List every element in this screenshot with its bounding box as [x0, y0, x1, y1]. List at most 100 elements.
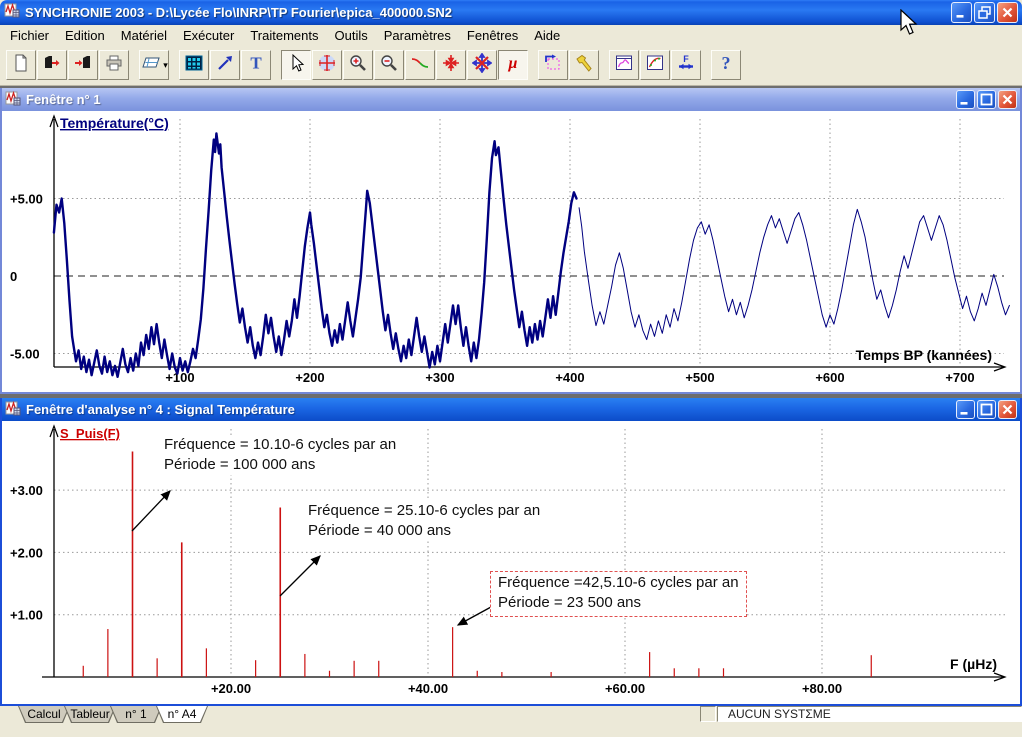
temperature-plot: +5.000-5.00+100+200+300+400+500+600+700T… — [2, 111, 1020, 392]
fourier-icon: F — [675, 53, 697, 78]
text-tool-button[interactable]: T — [241, 50, 271, 80]
y-axis-label: S_Puis(F) — [60, 426, 120, 441]
delete-marker-button[interactable] — [467, 50, 497, 80]
curve-fit-button[interactable] — [640, 50, 670, 80]
peak-annotation-10uHz[interactable]: Fréquence = 10.10-6 cycles par anPériode… — [164, 435, 396, 475]
svg-text:T: T — [250, 53, 262, 72]
status-text: AUCUN SYSTΣME — [728, 707, 831, 721]
pointer-tool-icon — [286, 53, 306, 78]
temperature-chart[interactable]: +5.000-5.00+100+200+300+400+500+600+700T… — [2, 111, 1020, 392]
data-table-icon — [184, 53, 204, 78]
help-icon: ? — [716, 53, 736, 78]
converge-arrows-button[interactable] — [436, 50, 466, 80]
menu-bar: FichierEditionMatérielExécuterTraitement… — [0, 25, 1022, 45]
tab-tableur[interactable]: Tableur — [64, 706, 116, 723]
print-button[interactable] — [99, 50, 129, 80]
window-analysis-title: Fenêtre d'analyse n° 4 : Signal Températ… — [26, 402, 951, 417]
sheet-tabs: CalculTableurn° 1n° A4 — [0, 706, 700, 723]
pointer-tool-button[interactable] — [281, 50, 311, 80]
toolbar: ▾ Tμ F? — [0, 45, 1022, 86]
svg-text:+200: +200 — [295, 370, 324, 385]
peak-annotation-42.5uHz[interactable]: Fréquence =42,5.10-6 cycles par anPériod… — [490, 571, 747, 617]
crosshair-tool-button[interactable] — [312, 50, 342, 80]
temperature-series-thin — [579, 208, 1009, 340]
restore-button[interactable] — [974, 2, 995, 23]
help-button[interactable]: ? — [711, 50, 741, 80]
hammer-button[interactable] — [569, 50, 599, 80]
mu-tool-button[interactable]: μ — [498, 50, 528, 80]
hammer-icon — [574, 53, 594, 78]
window-1-title: Fenêtre n° 1 — [26, 92, 951, 107]
mdi-workspace: Fenêtre n° 1 +5.000-5.00+100+200+300+400… — [0, 86, 1022, 706]
annotation-arrow — [132, 491, 170, 531]
print-icon — [104, 53, 124, 78]
spectrum-chart[interactable]: +1.00+2.00+3.00+20.00+40.00+60.00+80.00S… — [2, 421, 1020, 704]
new-document-button[interactable] — [6, 50, 36, 80]
selection-rect-icon — [543, 53, 563, 78]
minimize-button[interactable] — [956, 400, 975, 419]
close-button[interactable] — [998, 400, 1017, 419]
menu-item-parametres[interactable]: Paramètres — [376, 27, 459, 44]
window-1: Fenêtre n° 1 +5.000-5.00+100+200+300+400… — [0, 88, 1022, 394]
fourier-button[interactable]: F — [671, 50, 701, 80]
status-bar: CalculTableurn° 1n° A4 AUCUN SYSTΣME — [0, 706, 1022, 723]
chevron-down-icon[interactable]: ▾ — [163, 60, 168, 71]
tab-n-a4[interactable]: n° A4 — [156, 706, 208, 723]
graph-window-button[interactable] — [609, 50, 639, 80]
close-button[interactable] — [998, 90, 1017, 109]
annotation-frequency-line: Fréquence = 25.10-6 cycles par an — [308, 501, 540, 521]
svg-text:-5.00: -5.00 — [10, 347, 40, 362]
menu-item-executer[interactable]: Exécuter — [175, 27, 242, 44]
save-file-button[interactable] — [68, 50, 98, 80]
crosshair-tool-icon — [317, 53, 337, 78]
bottom-strip — [0, 723, 1022, 737]
open-file-button[interactable] — [37, 50, 67, 80]
annotation-period-line: Période = 100 000 ans — [164, 455, 396, 475]
peak-annotation-25uHz[interactable]: Fréquence = 25.10-6 cycles par anPériode… — [308, 501, 540, 541]
svg-text:+40.00: +40.00 — [408, 681, 448, 696]
tab-calcul[interactable]: Calcul — [18, 706, 70, 723]
smooth-curve-button[interactable] — [405, 50, 435, 80]
menu-item-fichier[interactable]: Fichier — [2, 27, 57, 44]
menu-item-edition[interactable]: Edition — [57, 27, 113, 44]
zoom-out-button[interactable] — [374, 50, 404, 80]
converge-arrows-icon — [441, 53, 461, 78]
svg-text:+3.00: +3.00 — [10, 483, 43, 498]
menu-item-fenetres[interactable]: Fenêtres — [459, 27, 526, 44]
y-axis-label: Température(°C) — [60, 115, 169, 131]
annotation-period-line: Période = 40 000 ans — [308, 521, 540, 541]
curve-fit-icon — [645, 53, 665, 78]
maximize-button[interactable] — [977, 400, 996, 419]
zoom-in-icon — [348, 53, 368, 78]
minimize-button[interactable] — [956, 90, 975, 109]
application-window: SYNCHRONIE 2003 - D:\Lycée Flo\INRP\TP F… — [0, 0, 1022, 737]
spectrum-plot: +1.00+2.00+3.00+20.00+40.00+60.00+80.00S… — [2, 421, 1020, 704]
line-tool-button[interactable] — [210, 50, 240, 80]
window-1-titlebar[interactable]: Fenêtre n° 1 — [2, 88, 1020, 111]
annotation-frequency-line: Fréquence = 10.10-6 cycles par an — [164, 435, 396, 455]
menu-item-traitements[interactable]: Traitements — [242, 27, 326, 44]
maximize-button[interactable] — [977, 90, 996, 109]
svg-text:+5.00: +5.00 — [10, 192, 43, 207]
selection-rect-button[interactable] — [538, 50, 568, 80]
window-analysis-titlebar[interactable]: Fenêtre d'analyse n° 4 : Signal Températ… — [2, 398, 1020, 421]
window-document-icon — [5, 400, 21, 419]
app-titlebar: SYNCHRONIE 2003 - D:\Lycée Flo\INRP\TP F… — [0, 0, 1022, 25]
data-table-button[interactable] — [179, 50, 209, 80]
menu-item-materiel[interactable]: Matériel — [113, 27, 175, 44]
save-file-icon — [73, 53, 93, 78]
annotation-period-line: Période = 23 500 ans — [498, 593, 739, 613]
close-button[interactable] — [997, 2, 1018, 23]
window-document-icon — [5, 90, 21, 109]
menu-item-outils[interactable]: Outils — [326, 27, 375, 44]
x-axis-label: Temps BP (kannées) — [856, 347, 992, 363]
new-document-icon — [11, 53, 31, 78]
annotation-arrow — [280, 556, 320, 596]
tab-n-1[interactable]: n° 1 — [110, 706, 162, 723]
screen-layout-button[interactable]: ▾ — [139, 50, 169, 80]
menu-item-aide[interactable]: Aide — [526, 27, 568, 44]
svg-text:+700: +700 — [945, 370, 974, 385]
zoom-in-button[interactable] — [343, 50, 373, 80]
minimize-button[interactable] — [951, 2, 972, 23]
svg-text:+500: +500 — [685, 370, 714, 385]
